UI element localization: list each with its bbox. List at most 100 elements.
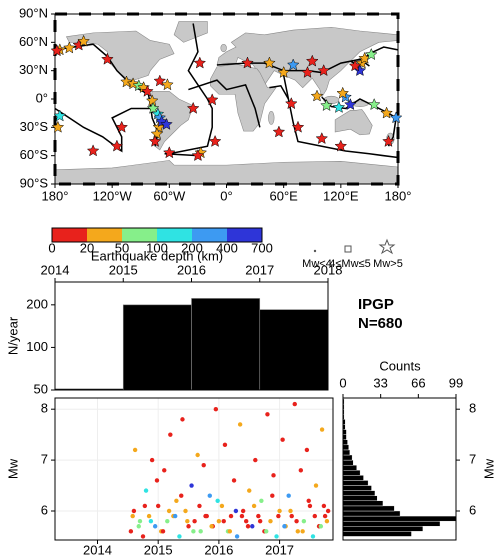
earthquake-star <box>344 98 357 111</box>
x-tick-label: 2015 <box>109 262 138 277</box>
point <box>294 518 299 524</box>
point <box>276 513 281 519</box>
annotation: N=680 <box>358 315 403 332</box>
point <box>195 452 200 458</box>
y-tick-label: 0° <box>36 90 48 105</box>
earthquake-star <box>161 78 174 91</box>
y-axis-label: Mw <box>5 458 20 479</box>
y-tick-label: 30°S <box>20 119 49 134</box>
earthquake-star <box>115 120 129 133</box>
point <box>239 513 245 519</box>
earthquake-star <box>50 44 64 57</box>
earthquake-star <box>348 59 362 72</box>
point <box>265 412 270 417</box>
point <box>215 498 220 504</box>
earthquake-star <box>291 120 305 133</box>
point <box>306 498 311 504</box>
y-tick-label: 200 <box>26 296 48 311</box>
point <box>174 498 179 504</box>
earthquake-star <box>110 139 124 152</box>
scatter-frame <box>54 397 334 541</box>
earthquake-star <box>277 65 291 78</box>
earthquake-star <box>284 97 298 110</box>
earthquake-star <box>77 34 90 47</box>
y-tick-label: 7 <box>41 452 48 467</box>
hist-bar <box>342 485 372 491</box>
earthquake-star <box>193 56 207 69</box>
x-tick-label: 2018 <box>314 262 343 277</box>
point <box>185 518 190 524</box>
point <box>197 503 202 509</box>
earthquake-star <box>263 56 276 69</box>
point <box>319 427 325 432</box>
earthquake-star <box>334 139 348 152</box>
earthquake-star <box>382 134 395 147</box>
point <box>160 529 166 534</box>
legend-small-symbol <box>313 249 317 253</box>
earthquake-star <box>389 111 403 124</box>
point <box>292 401 297 407</box>
y-tick-label: 90°S <box>20 175 49 190</box>
point <box>274 534 279 539</box>
point <box>172 513 178 519</box>
x-tick-label: 180° <box>385 188 412 203</box>
point <box>180 417 185 422</box>
earthquake-star <box>191 149 205 162</box>
x-tick-label: 2017 <box>265 542 294 557</box>
point <box>192 518 197 524</box>
hist-bar <box>342 449 351 456</box>
earthquake-star <box>186 101 200 114</box>
point <box>183 508 188 514</box>
earthquake-star <box>336 86 350 99</box>
earthquake-star <box>241 56 254 69</box>
point <box>286 493 291 498</box>
point <box>318 524 324 529</box>
earthquake-star <box>141 84 154 97</box>
point <box>268 518 273 524</box>
earthquake-star <box>120 75 133 88</box>
point <box>264 529 269 534</box>
point <box>131 508 137 514</box>
point <box>231 478 237 483</box>
bar <box>191 298 261 391</box>
earthquake-star <box>205 93 219 106</box>
y-tick-label: 60°S <box>20 147 49 162</box>
point <box>250 524 255 529</box>
point <box>289 513 294 519</box>
earthquake-star <box>145 94 159 107</box>
point <box>234 534 240 539</box>
y-tick-label: 8 <box>41 401 48 416</box>
point <box>313 483 319 488</box>
colorbar-segment <box>52 228 87 242</box>
hist-bar <box>342 429 347 435</box>
colorbar-tick-label: 700 <box>251 240 273 255</box>
earthquake-star <box>146 101 160 114</box>
hist-bar <box>342 505 395 512</box>
x-tick-label: 60°E <box>269 188 298 203</box>
point <box>227 529 233 534</box>
colorbar-segment <box>192 228 227 242</box>
y-tick-label: 30°N <box>19 62 48 77</box>
point <box>321 503 327 509</box>
x-tick-label: 2016 <box>204 542 233 557</box>
hist-bar <box>342 500 384 507</box>
earthquake-star <box>148 134 162 147</box>
earthquake-star <box>208 134 222 147</box>
y-tick-label: 100 <box>26 339 48 354</box>
colorbar-tick-label: 50 <box>115 240 129 255</box>
point <box>312 513 317 519</box>
point <box>228 513 234 519</box>
point <box>270 493 275 498</box>
x-tick-label: 0° <box>220 188 232 203</box>
point <box>322 513 328 519</box>
x-tick-label: 2015 <box>144 542 173 557</box>
point <box>310 534 316 539</box>
earthquake-star <box>380 106 393 119</box>
point <box>219 503 225 509</box>
x-tick-label: 2017 <box>245 262 274 277</box>
colorbar-frame <box>51 227 263 243</box>
point <box>142 503 148 509</box>
x-tick-label: 180° <box>42 188 69 203</box>
point <box>162 468 167 473</box>
point <box>251 503 257 509</box>
